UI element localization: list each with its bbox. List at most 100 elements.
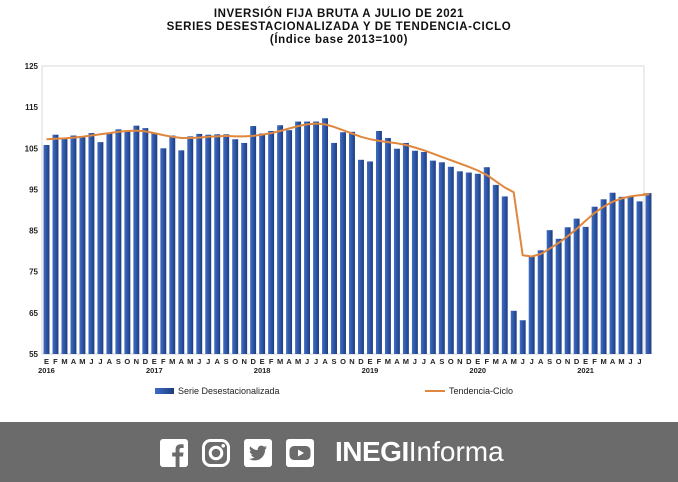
x-tick-label: E xyxy=(152,357,157,366)
brand-inegi: INEGI xyxy=(335,436,409,467)
x-tick-label: A xyxy=(322,357,328,366)
bar xyxy=(205,134,212,354)
bar xyxy=(618,196,625,354)
x-tick-label: A xyxy=(394,357,400,366)
x-tick-label: J xyxy=(637,357,641,366)
bar xyxy=(223,134,230,354)
bar xyxy=(322,118,328,354)
trend-line xyxy=(46,122,650,258)
bar xyxy=(268,131,275,354)
bar xyxy=(340,132,346,354)
x-tick-label: A xyxy=(71,357,77,366)
x-tick-label: D xyxy=(466,357,472,366)
facebook-icon[interactable] xyxy=(159,438,189,468)
x-tick-label: F xyxy=(592,357,597,366)
bar xyxy=(70,135,77,354)
bar xyxy=(555,238,562,354)
x-tick-label: F xyxy=(377,357,382,366)
bar xyxy=(447,166,454,354)
x-tick-label: M xyxy=(511,357,517,366)
bar xyxy=(232,139,239,354)
social-icons xyxy=(159,438,315,468)
bar xyxy=(52,134,59,354)
year-label: 2020 xyxy=(469,366,486,375)
bar xyxy=(178,150,185,354)
x-tick-label: S xyxy=(547,357,552,366)
bar xyxy=(160,148,167,354)
x-tick-label: M xyxy=(493,357,499,366)
bar xyxy=(510,310,517,354)
footer-bar: INEGIInforma xyxy=(0,422,678,482)
x-tick-label: O xyxy=(556,357,562,366)
x-tick-label: J xyxy=(628,357,632,366)
x-tick-label: S xyxy=(116,357,121,366)
bar xyxy=(609,192,616,354)
bar xyxy=(250,126,257,354)
bar xyxy=(537,250,544,354)
x-tick-label: D xyxy=(250,357,256,366)
youtube-icon[interactable] xyxy=(285,438,315,468)
twitter-icon[interactable] xyxy=(243,438,273,468)
x-tick-label: E xyxy=(367,357,372,366)
year-label: 2021 xyxy=(577,366,594,375)
x-tick-label: D xyxy=(143,357,149,366)
x-tick-label: M xyxy=(61,357,67,366)
x-tick-label: E xyxy=(44,357,49,366)
x-tick-label: A xyxy=(286,357,292,366)
bar xyxy=(474,173,481,354)
x-tick-label: O xyxy=(340,357,346,366)
x-tick-label: J xyxy=(305,357,309,366)
x-tick-label: F xyxy=(269,357,274,366)
y-tick-label: 95 xyxy=(29,185,38,194)
bar xyxy=(528,256,535,354)
y-tick-label: 105 xyxy=(25,144,39,153)
x-tick-label: A xyxy=(214,357,220,366)
x-tick-label: M xyxy=(187,357,193,366)
bar xyxy=(438,162,445,354)
x-tick-label: D xyxy=(574,357,580,366)
x-tick-label: M xyxy=(600,357,606,366)
x-tick-label: M xyxy=(169,357,175,366)
bar xyxy=(627,196,634,354)
year-label: 2017 xyxy=(146,366,163,375)
bar xyxy=(375,131,382,354)
x-tick-label: M xyxy=(385,357,391,366)
bar xyxy=(645,193,652,354)
bar xyxy=(519,320,526,354)
x-tick-label: N xyxy=(134,357,139,366)
chart-subtitle-index-base: (Índice base 2013=100) xyxy=(269,34,409,46)
bar xyxy=(313,121,320,355)
x-tick-label: J xyxy=(206,357,210,366)
x-tick-label: J xyxy=(314,357,318,366)
x-tick-label: A xyxy=(430,357,436,366)
bar xyxy=(304,121,311,355)
bar xyxy=(573,218,580,354)
x-tick-label: O xyxy=(232,357,238,366)
x-tick-label: A xyxy=(107,357,113,366)
bar xyxy=(277,125,284,354)
instagram-icon[interactable] xyxy=(201,438,231,468)
bar xyxy=(61,138,68,354)
x-tick-label: A xyxy=(610,357,616,366)
x-tick-label: J xyxy=(89,357,93,366)
bar xyxy=(456,171,463,354)
year-label: 2019 xyxy=(362,366,379,375)
bar xyxy=(196,133,203,354)
x-tick-label: S xyxy=(224,357,229,366)
chart-subtitle: SERIES DESESTACIONALIZADA Y DE TENDENCIA… xyxy=(166,21,512,33)
bar xyxy=(366,161,373,354)
brand-informa: Informa xyxy=(408,436,504,467)
bar xyxy=(187,136,194,354)
bar xyxy=(295,121,302,355)
bar xyxy=(429,160,436,354)
x-tick-label: A xyxy=(502,357,508,366)
bar xyxy=(358,159,364,354)
bar xyxy=(591,206,598,354)
chart-title: INVERSIÓN FIJA BRUTA A JULIO DE 2021 xyxy=(213,8,465,20)
x-tick-label: A xyxy=(179,357,185,366)
bar xyxy=(115,129,122,354)
bar xyxy=(133,125,140,355)
x-tick-label: M xyxy=(277,357,283,366)
x-tick-label: J xyxy=(521,357,525,366)
